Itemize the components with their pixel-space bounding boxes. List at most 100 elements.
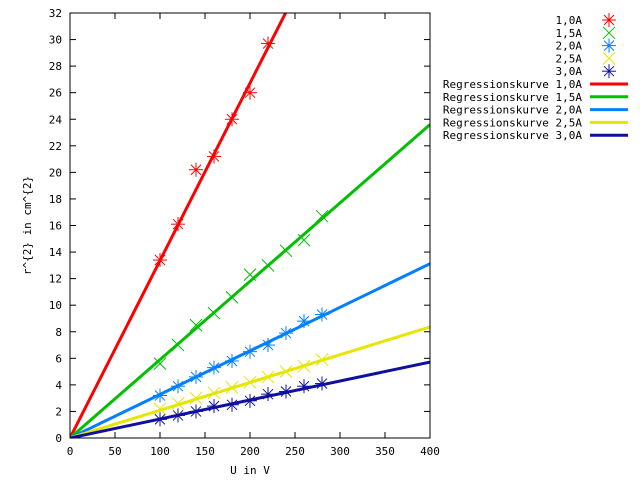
data-point xyxy=(279,384,293,399)
y-tick-label: 22 xyxy=(49,140,62,153)
x-tick-label: 300 xyxy=(330,445,350,458)
data-point xyxy=(297,379,311,394)
data-point xyxy=(243,393,257,408)
marker-stroke xyxy=(297,359,311,373)
data-point xyxy=(297,359,311,373)
marker-stroke xyxy=(244,395,256,407)
marker-stroke xyxy=(171,397,185,410)
y-axis-title: r^{2} in cm^{2} xyxy=(21,176,34,275)
marker-stroke xyxy=(603,14,615,26)
legend-label: 1,0A xyxy=(556,14,583,27)
legend-label: 2,0A xyxy=(556,40,583,53)
data-point xyxy=(225,397,239,412)
marker-stroke xyxy=(280,386,292,397)
data-point xyxy=(171,408,185,423)
data-point xyxy=(261,338,275,353)
legend-label: Regressionskurve 2,0A xyxy=(443,104,582,117)
marker-stroke xyxy=(244,87,256,99)
marker-stroke xyxy=(316,309,328,320)
marker-stroke xyxy=(154,254,166,266)
data-point xyxy=(189,391,203,405)
y-tick-label: 16 xyxy=(49,220,62,233)
x-tick-label: 100 xyxy=(150,445,170,458)
y-tick-label: 28 xyxy=(49,60,62,73)
marker-stroke xyxy=(189,318,203,332)
data-point xyxy=(171,397,185,410)
marker-stroke xyxy=(602,26,616,40)
marker-stroke xyxy=(172,380,184,392)
data-point xyxy=(261,36,275,51)
y-tick-label: 10 xyxy=(49,299,62,312)
data-point xyxy=(279,365,293,378)
data-point xyxy=(261,370,275,384)
marker-stroke xyxy=(153,357,167,370)
data-point xyxy=(315,209,329,223)
marker-stroke xyxy=(208,400,220,412)
data-point xyxy=(225,290,239,304)
data-point xyxy=(189,404,203,419)
data-point xyxy=(261,258,275,272)
marker-stroke xyxy=(261,370,275,384)
data-point xyxy=(171,217,185,232)
marker-stroke xyxy=(316,378,328,389)
data-point xyxy=(243,344,257,359)
marker-stroke xyxy=(172,218,184,230)
marker-stroke xyxy=(226,113,238,125)
data-point xyxy=(153,357,167,370)
marker-stroke xyxy=(603,65,615,77)
data-point xyxy=(153,253,167,268)
y-tick-label: 8 xyxy=(55,326,62,339)
y-tick-label: 32 xyxy=(49,7,62,20)
y-tick-label: 0 xyxy=(55,432,62,445)
marker-stroke xyxy=(261,258,275,272)
marker-stroke xyxy=(154,390,166,401)
marker-stroke xyxy=(225,290,239,304)
data-point xyxy=(243,268,257,281)
marker-stroke xyxy=(280,327,292,339)
data-point xyxy=(171,379,185,394)
marker-stroke xyxy=(297,233,311,247)
marker-stroke xyxy=(298,380,310,392)
marker-stroke xyxy=(602,52,616,65)
data-point xyxy=(279,244,293,258)
data-point xyxy=(225,112,239,127)
legend-marker-swatch xyxy=(602,13,616,27)
data-point xyxy=(207,149,221,164)
regression-line xyxy=(70,13,288,438)
y-tick-label: 6 xyxy=(55,352,62,365)
data-point xyxy=(207,399,221,414)
legend-label: 3,0A xyxy=(556,65,583,78)
marker-stroke xyxy=(262,388,274,400)
x-tick-label: 350 xyxy=(375,445,395,458)
legend-label: 1,5A xyxy=(556,27,583,40)
legend-label: Regressionskurve 3,0A xyxy=(443,129,582,142)
data-point xyxy=(189,318,203,332)
x-tick-label: 150 xyxy=(195,445,215,458)
data-point xyxy=(153,402,167,416)
data-point xyxy=(261,387,275,402)
legend-label: Regressionskurve 2,5A xyxy=(443,116,582,129)
marker-stroke xyxy=(225,381,239,394)
x-tick-label: 250 xyxy=(285,445,305,458)
marker-stroke xyxy=(243,268,257,281)
data-point xyxy=(153,388,167,403)
marker-stroke xyxy=(298,315,310,327)
legend-marker-swatch xyxy=(602,26,616,40)
marker-stroke xyxy=(154,414,166,425)
data-point xyxy=(207,306,221,320)
marker-stroke xyxy=(279,365,293,378)
marker-stroke xyxy=(190,371,202,383)
y-tick-label: 2 xyxy=(55,405,62,418)
y-tick-label: 24 xyxy=(49,113,63,126)
marker-stroke xyxy=(262,339,274,351)
legend-label: Regressionskurve 1,0A xyxy=(443,78,582,91)
data-point xyxy=(297,314,311,329)
regression-line xyxy=(70,123,430,438)
y-tick-label: 30 xyxy=(49,34,62,47)
data-point xyxy=(189,162,203,177)
legend-label: Regressionskurve 1,5A xyxy=(443,91,582,104)
marker-stroke xyxy=(315,353,329,366)
data-point xyxy=(207,386,221,400)
